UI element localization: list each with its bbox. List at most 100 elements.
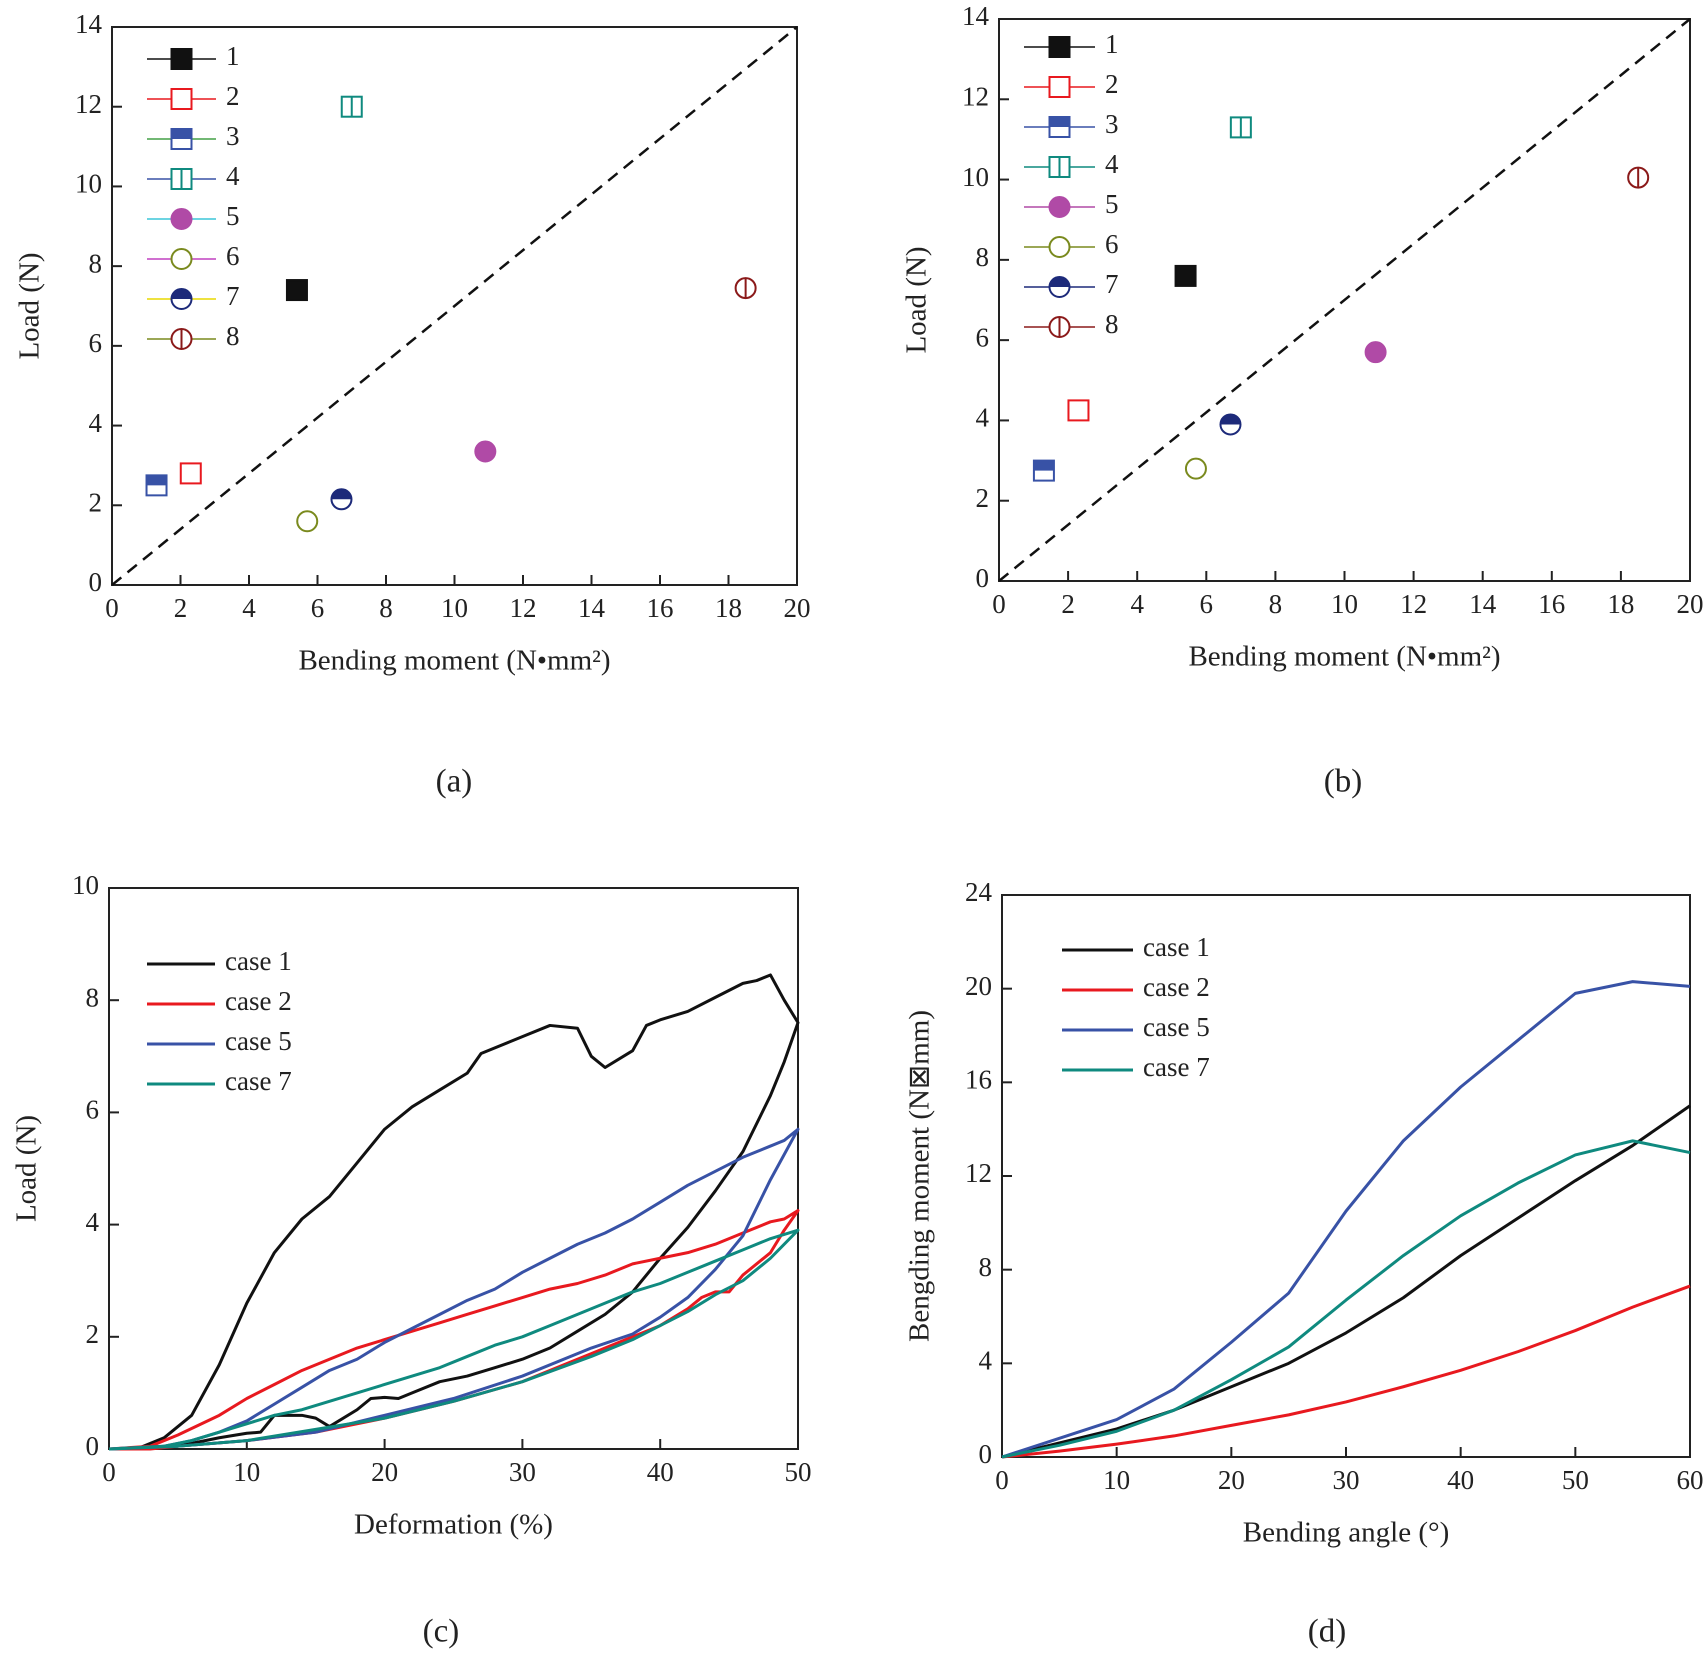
x-axis-title: Bending moment (N•mm²) [298,645,610,677]
legend-label: case 2 [1143,972,1210,1002]
x-tick-label: 30 [1333,1465,1360,1495]
y-axis-title: Bengding moment (N⊠mm) [904,1010,936,1342]
data-point [1364,341,1387,364]
marker-half [331,489,352,500]
legend-marker [170,128,193,150]
y-tick-label: 10 [962,162,989,192]
data-line [108,1228,800,1451]
x-axis-title: Bending angle (°) [1243,1517,1449,1549]
y-tick-label: 4 [976,403,990,433]
marker-body [170,208,193,230]
marker-body [1067,399,1090,422]
legend-marker [1048,156,1071,178]
x-tick-label: 20 [1218,1465,1245,1495]
data-point [1174,264,1197,287]
caption: (c) [423,1614,460,1650]
x-tick-label: 10 [1331,589,1358,619]
marker-half [171,289,192,299]
x-tick-label: 20 [371,1457,398,1487]
x-tick-label: 16 [647,593,674,623]
marker-body [170,88,193,110]
legend-label: 1 [226,41,240,71]
legend-label: 8 [1105,309,1119,339]
x-tick-label: 8 [1269,589,1283,619]
y-tick-label: 2 [89,487,103,517]
x-tick-label: 40 [1447,1465,1474,1495]
legend-label: 4 [226,161,240,191]
y-tick-label: 6 [976,322,990,352]
legend-label: 3 [226,121,240,151]
x-tick-label: 0 [992,589,1006,619]
legend-label: case 7 [1143,1052,1210,1082]
y-axis-title: Load (N) [14,252,46,359]
data-line [1001,1139,1691,1459]
data-line [1001,1284,1691,1459]
legend-label: case 5 [225,1026,292,1056]
x-tick-label: 2 [174,593,188,623]
y-tick-label: 8 [89,248,103,278]
x-axis-title: Deformation (%) [354,1509,553,1541]
x-tick-label: 0 [995,1465,1009,1495]
x-tick-label: 20 [784,593,811,623]
legend-label: 8 [226,321,240,351]
x-tick-label: 12 [1400,589,1427,619]
legend-label: case 7 [225,1066,292,1096]
legend-label: 7 [1105,269,1119,299]
legend-marker [170,168,193,190]
x-tick-label: 0 [102,1457,116,1487]
reference-line [111,26,798,586]
legend-label: 6 [226,241,240,271]
legend-marker [170,248,193,270]
legend-marker [1048,276,1071,298]
marker-half [1033,460,1054,471]
y-axis-title: Load (N) [901,246,933,353]
x-tick-label: 14 [578,593,606,623]
data-point [296,510,319,533]
y-tick-label: 0 [976,563,990,593]
legend-label: 4 [1105,149,1119,179]
marker-half [171,129,192,139]
data-point [1067,399,1090,422]
x-tick-label: 20 [1677,589,1704,619]
marker-body [179,462,202,485]
marker-half [146,475,167,486]
caption: (b) [1324,764,1362,800]
data-line [108,1209,800,1451]
legend-label: 2 [226,81,240,111]
y-tick-label: 8 [979,1252,993,1282]
legend-label: case 1 [225,946,292,976]
x-tick-label: 10 [1103,1465,1130,1495]
y-tick-label: 10 [72,870,99,900]
chart: 0 10 20 30 40 50 0 2 4 6 8 10 Deformation (%) Load (N… [11,870,812,1649]
y-tick-label: 4 [979,1346,993,1376]
plot-frame [1001,894,1691,1458]
x-tick-label: 12 [510,593,537,623]
x-tick-label: 50 [1562,1465,1589,1495]
y-tick-label: 12 [962,81,989,111]
data-line [109,973,800,1451]
y-tick-label: 14 [75,9,103,39]
marker-body [285,279,308,302]
legend-marker [170,48,193,70]
x-tick-label: 6 [311,593,325,623]
data-line [1001,1104,1691,1459]
y-tick-label: 8 [86,982,100,1012]
marker-body [1174,264,1197,287]
x-tick-label: 0 [105,593,119,623]
legend-marker [1048,196,1071,218]
y-tick-label: 12 [75,89,102,119]
y-tick-label: 12 [965,1158,992,1188]
marker-body [1048,76,1071,98]
x-tick-label: 40 [647,1457,674,1487]
marker-body [296,510,319,533]
marker-half [1220,414,1241,425]
x-tick-label: 4 [1130,589,1144,619]
legend-label: 1 [1105,29,1119,59]
y-tick-label: 2 [976,483,990,513]
x-tick-label: 10 [233,1457,260,1487]
legend-label: 2 [1105,69,1119,99]
data-point [1627,166,1650,189]
legend-marker [170,88,193,110]
